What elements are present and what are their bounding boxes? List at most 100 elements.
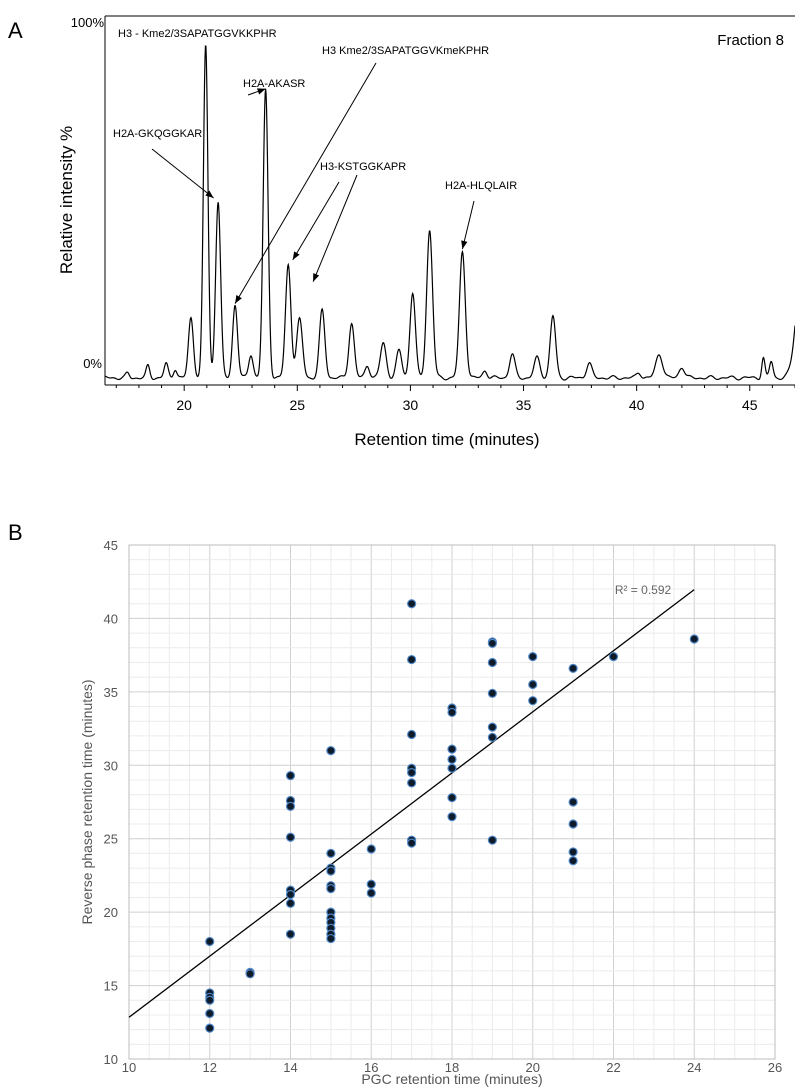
x-tick-label: 18 xyxy=(445,1060,459,1075)
x-tick-label: 30 xyxy=(403,397,419,413)
data-point xyxy=(326,933,336,944)
data-point xyxy=(487,657,497,668)
peak-annotation-label: H2A-GKQGGKAR xyxy=(113,128,202,140)
annotation-arrowhead xyxy=(235,295,242,304)
panel-a-letter: A xyxy=(8,18,23,43)
data-point xyxy=(407,729,417,740)
data-point xyxy=(608,652,619,662)
x-axis-ticks: 20 25 30 35 40 45 xyxy=(115,385,795,413)
data-point xyxy=(528,679,538,690)
data-point xyxy=(487,638,497,648)
annotation-arrow xyxy=(292,181,340,261)
data-point xyxy=(205,936,215,947)
panel-b-letter: B xyxy=(8,520,23,545)
x-tick-label: 45 xyxy=(742,397,758,413)
y-tick-label: 10 xyxy=(104,1052,118,1067)
data-point xyxy=(326,866,336,876)
data-point xyxy=(407,768,417,778)
y-tick-label: 15 xyxy=(104,979,118,994)
x-tick-label: 35 xyxy=(516,397,532,413)
chromatogram-panel: A 100% 0% Fraction 8 Retention time (min… xyxy=(8,15,795,449)
x-tick-label: 14 xyxy=(283,1060,297,1075)
x-tick-label: 20 xyxy=(526,1060,540,1075)
y-axis-title: Relative intensity % xyxy=(57,126,76,274)
data-point xyxy=(528,652,538,662)
grid xyxy=(128,544,776,1060)
x-axis-title: PGC retention time (minutes) xyxy=(361,1071,542,1087)
data-point xyxy=(447,754,457,765)
data-point xyxy=(285,889,296,900)
peak-annotation-label: H3 - Kme2/3SAPATGGVKKPHR xyxy=(118,28,277,40)
data-point xyxy=(568,856,578,866)
x-tick-label: 24 xyxy=(687,1060,701,1075)
data-point xyxy=(326,745,336,756)
data-point xyxy=(447,812,457,822)
data-point xyxy=(407,654,417,665)
tick-labels: 10 12 14 16 18 20 22 24 26 10 15 20 25 30 35 40 45 xyxy=(104,538,783,1075)
data-point xyxy=(366,844,376,854)
y-tick-label: 40 xyxy=(104,611,118,626)
peak-annotation-label: H3 Kme2/3SAPATGGVKmeKPHR xyxy=(322,45,489,57)
data-point xyxy=(366,888,376,898)
x-tick-label: 12 xyxy=(203,1060,217,1075)
data-point xyxy=(245,969,255,979)
chromatogram-trace xyxy=(104,45,795,381)
x-tick-label: 25 xyxy=(290,397,306,413)
top-percent-label: 100% xyxy=(71,15,105,30)
x-tick-label: 16 xyxy=(364,1060,378,1075)
data-point xyxy=(689,634,699,644)
data-point xyxy=(326,848,336,859)
data-point xyxy=(487,722,497,732)
data-point xyxy=(285,770,296,781)
data-points xyxy=(205,599,699,1033)
data-point xyxy=(285,929,296,939)
annotation-arrow xyxy=(234,62,377,304)
y-tick-label: 30 xyxy=(104,758,118,773)
y-axis-title: Reverse phase retention time (minutes) xyxy=(79,679,95,924)
peak-annotation-label: H2A-HLQLAIR xyxy=(445,180,517,192)
trendline xyxy=(128,589,695,1018)
r-squared-label: R² = 0.592 xyxy=(615,583,672,597)
data-point xyxy=(447,763,457,773)
data-point xyxy=(528,696,538,706)
data-point xyxy=(568,797,578,807)
data-point xyxy=(205,1023,215,1033)
x-tick-label: 22 xyxy=(606,1060,620,1075)
data-point xyxy=(447,792,457,803)
scatter-panel: B 10 12 14 16 18 20 22 24 26 10 15 20 25 30 35 40 45 PGC… xyxy=(8,520,782,1087)
x-tick-label: 40 xyxy=(629,397,645,413)
annotation-arrowhead xyxy=(313,273,320,282)
annotation-arrowhead xyxy=(292,251,300,260)
data-point xyxy=(447,707,457,718)
x-tick-label: 10 xyxy=(122,1060,136,1075)
data-point xyxy=(326,884,336,894)
y-tick-label: 35 xyxy=(104,685,118,700)
data-point xyxy=(407,599,417,609)
data-point xyxy=(447,744,457,754)
data-point xyxy=(568,819,578,829)
plot-frame xyxy=(128,544,776,1060)
data-point xyxy=(205,1008,215,1019)
fraction-label: Fraction 8 xyxy=(717,32,784,49)
y-tick-label: 20 xyxy=(104,905,118,920)
data-point xyxy=(285,832,296,842)
data-point xyxy=(487,835,497,845)
data-point xyxy=(568,847,578,857)
annotation-arrow xyxy=(312,174,358,282)
x-tick-label: 20 xyxy=(176,397,192,413)
data-point xyxy=(407,778,417,788)
data-point xyxy=(407,838,417,848)
data-point xyxy=(568,663,578,673)
annotation-arrowhead xyxy=(257,88,266,95)
y-tick-label: 45 xyxy=(104,538,118,553)
peak-annotation-label: H3-KSTGGKAPR xyxy=(320,161,406,173)
annotation-arrow xyxy=(151,148,214,199)
peak-annotation-label: H2A-AKASR xyxy=(243,78,305,90)
annotation-arrow xyxy=(461,200,475,250)
annotation-arrowhead xyxy=(461,240,468,249)
bottom-percent-label: 0% xyxy=(83,356,102,371)
data-point xyxy=(366,879,376,889)
x-tick-label: 26 xyxy=(768,1060,782,1075)
data-point xyxy=(205,995,215,1005)
